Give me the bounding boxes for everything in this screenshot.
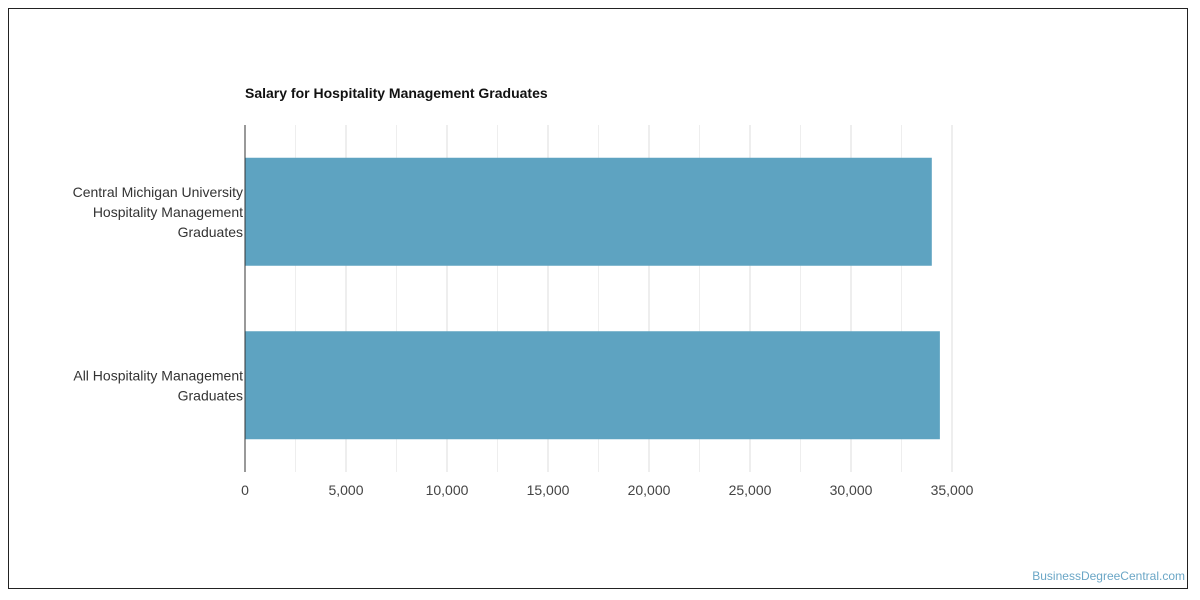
x-tick-label: 20,000 [628, 482, 671, 498]
y-category-label: Central Michigan University [73, 184, 243, 200]
chart-title: Salary for Hospitality Management Gradua… [245, 85, 548, 101]
y-category-label: Graduates [178, 387, 243, 403]
y-category-label: Hospitality Management [93, 204, 243, 220]
x-tick-label: 30,000 [830, 482, 873, 498]
x-tick-label: 10,000 [426, 482, 469, 498]
bar [245, 331, 940, 440]
x-tick-label: 0 [241, 482, 249, 498]
y-category-label: Graduates [178, 224, 243, 240]
x-tick-label: 25,000 [729, 482, 772, 498]
y-category-label: All Hospitality Management [73, 367, 243, 383]
x-tick-label: 5,000 [328, 482, 363, 498]
bar [245, 157, 932, 266]
x-tick-label: 15,000 [527, 482, 570, 498]
x-tick-label: 35,000 [931, 482, 974, 498]
source-watermark[interactable]: BusinessDegreeCentral.com [1032, 569, 1185, 583]
